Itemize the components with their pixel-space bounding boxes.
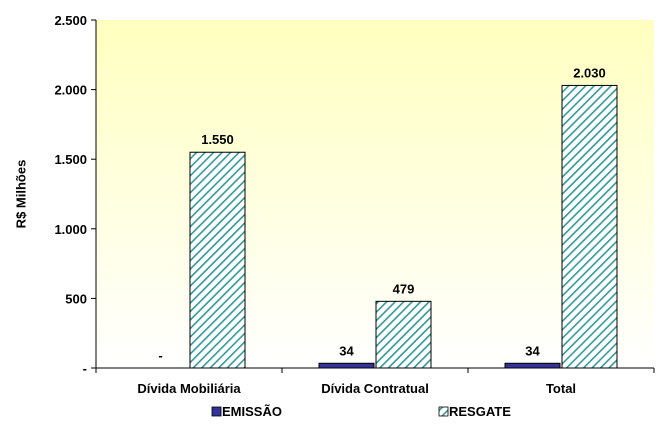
data-label: -: [158, 348, 162, 363]
x-category-label: Dívida Contratual: [321, 381, 429, 396]
bar-resgate-2: [561, 84, 618, 369]
legend: EMISSÃO RESGATE: [211, 404, 511, 419]
y-tick-label: 500: [65, 291, 87, 306]
y-tick-label: -: [83, 361, 87, 376]
data-label: 1.550: [201, 132, 234, 147]
data-label: 2.030: [573, 65, 606, 80]
data-label: 34: [525, 343, 540, 358]
y-tick-label: 2.000: [54, 83, 87, 98]
plot-area-background: [96, 20, 654, 368]
x-category-label: Dívida Mobiliária: [137, 381, 241, 396]
legend-label-resgate: RESGATE: [449, 404, 511, 419]
legend-label-emissao: EMISSÃO: [222, 404, 282, 419]
y-tick-label: 2.500: [54, 13, 87, 28]
bar-resgate-0: [189, 151, 246, 369]
x-category-label: Total: [546, 381, 576, 396]
bars: [189, 84, 618, 369]
y-tick-label: 1.000: [54, 222, 87, 237]
y-axis-title: R$ Milhões: [13, 160, 28, 229]
legend-swatch-emissao: [211, 406, 222, 417]
x-axis-ticks: Dívida Mobiliária Dívida Contratual Total: [95, 368, 655, 396]
bar-resgate-1: [375, 300, 432, 369]
y-axis-ticks: - 500 1.000 1.500 2.000 2.500: [54, 13, 96, 376]
data-label: 479: [393, 281, 415, 296]
data-labels: - 34 34 1.550 479 2.030: [158, 65, 605, 363]
bar-emissão-1: [318, 362, 375, 369]
legend-swatch-resgate: [438, 406, 449, 417]
data-label: 34: [339, 343, 354, 358]
bar-emissão-2: [504, 362, 561, 369]
y-tick-label: 1.500: [54, 152, 87, 167]
